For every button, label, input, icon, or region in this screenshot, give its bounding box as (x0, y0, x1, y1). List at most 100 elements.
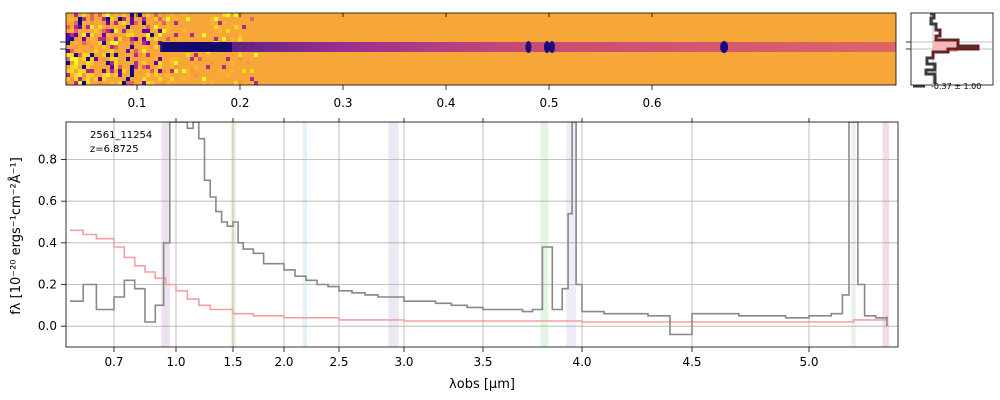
heatmap-noise-cell (86, 73, 90, 77)
heatmap-noise-cell (190, 33, 194, 37)
heatmap-noise-cell (214, 25, 218, 29)
heatmap-noise-cell (78, 53, 82, 57)
x-tick-label: 3.0 (394, 355, 413, 369)
heatmap-noise-cell (254, 53, 258, 57)
heatmap-noise-cell (82, 17, 86, 21)
heatmap-noise-cell (222, 37, 226, 41)
heatmap-noise-cell (238, 25, 242, 29)
shaded-band (388, 122, 399, 347)
heatmap-noise-cell (126, 33, 130, 37)
heatmap-noise-cell (254, 81, 258, 85)
heatmap-noise-cell (122, 81, 126, 85)
heatmap-noise-cell (126, 37, 130, 41)
heatmap-noise-cell (186, 53, 190, 57)
heatmap-noise-cell (94, 45, 98, 49)
shaded-band (851, 122, 856, 347)
heatmap-noise-cell (82, 53, 86, 57)
heatmap-noise-cell (70, 77, 74, 81)
heatmap-noise-cell (86, 25, 90, 29)
heatmap-noise-cell (146, 33, 150, 37)
heatmap-noise-cell (70, 53, 74, 57)
heatmap-xtick-label: 0.6 (642, 96, 661, 110)
heatmap-noise-cell (74, 33, 78, 37)
heatmap-noise-cell (118, 37, 122, 41)
heatmap-noise-cell (250, 17, 254, 21)
heatmap-noise-cell (130, 17, 134, 21)
heatmap-noise-cell (98, 25, 102, 29)
heatmap-noise-cell (70, 33, 74, 37)
heatmap-noise-cell (142, 61, 146, 65)
trace-emission-spot (525, 41, 532, 53)
heatmap-noise-cell (90, 57, 94, 61)
heatmap-noise-cell (130, 41, 134, 45)
heatmap-noise-cell (126, 77, 130, 81)
heatmap-noise-cell (86, 69, 90, 73)
heatmap-noise-cell (98, 81, 102, 85)
heatmap-noise-cell (154, 13, 158, 17)
heatmap-noise-cell (94, 57, 98, 61)
heatmap-noise-cell (182, 77, 186, 81)
heatmap-noise-cell (86, 81, 90, 85)
heatmap-noise-cell (82, 13, 86, 17)
heatmap-noise-cell (170, 61, 174, 65)
heatmap-noise-cell (158, 69, 162, 73)
heatmap-noise-cell (194, 57, 198, 61)
heatmap-noise-cell (150, 45, 154, 49)
heatmap-noise-cell (102, 41, 106, 45)
heatmap-noise-cell (134, 37, 138, 41)
heatmap-noise-cell (154, 45, 158, 49)
y-tick-label: 0.6 (38, 194, 57, 208)
grid (66, 122, 898, 347)
heatmap-noise-cell (86, 65, 90, 69)
y-tick-label: 0.0 (38, 319, 57, 333)
heatmap-noise-cell (134, 49, 138, 53)
heatmap-noise-cell (66, 69, 70, 73)
heatmap-noise-cell (146, 13, 150, 17)
heatmap-noise-cell (130, 73, 134, 77)
heatmap-noise-cell (182, 13, 186, 17)
heatmap-noise-cell (90, 37, 94, 41)
heatmap-noise-cell (194, 73, 198, 77)
heatmap-noise-cell (246, 61, 250, 65)
heatmap-noise-cell (74, 45, 78, 49)
heatmap-noise-cell (114, 57, 118, 61)
trace-bright-start (162, 42, 232, 52)
heatmap-noise-cell (114, 25, 118, 29)
heatmap-noise-cell (66, 57, 70, 61)
y-tick-label: 0.4 (38, 236, 57, 250)
heatmap-noise-cell (70, 69, 74, 73)
heatmap-noise-cell (126, 57, 130, 61)
heatmap-noise-cell (170, 13, 174, 17)
heatmap-noise-cell (138, 65, 142, 69)
heatmap-noise-cell (130, 13, 134, 17)
heatmap-noise-cell (74, 77, 78, 81)
shaded-band (540, 122, 549, 347)
shaded-band (882, 122, 890, 347)
heatmap-noise-cell (66, 25, 70, 29)
heatmap-noise-cell (110, 45, 114, 49)
heatmap-noise-cell (106, 37, 110, 41)
heatmap-noise-cell (154, 73, 158, 77)
heatmap-noise-cell (110, 57, 114, 61)
heatmap-noise-cell (66, 53, 70, 57)
heatmap-noise-cell (122, 21, 126, 25)
heatmap-noise-cell (66, 33, 70, 37)
heatmap-noise-cell (142, 81, 146, 85)
heatmap-noise-cell (142, 41, 146, 45)
heatmap-noise-cell (114, 41, 118, 45)
heatmap-noise-cell (162, 29, 166, 33)
heatmap-noise-cell (118, 65, 122, 69)
heatmap-noise-cell (90, 33, 94, 37)
heatmap-noise-cell (170, 69, 174, 73)
heatmap-noise-cell (82, 41, 86, 45)
heatmap-noise-cell (146, 41, 150, 45)
heatmap-noise-cell (106, 29, 110, 33)
y-tick-label: 0.8 (38, 153, 57, 167)
heatmap-noise-cell (194, 53, 198, 57)
heatmap-noise-cell (174, 69, 178, 73)
heatmap-noise-cell (234, 81, 238, 85)
heatmap-noise-cell (158, 61, 162, 65)
heatmap-noise-cell (130, 37, 134, 41)
heatmap-noise-cell (86, 33, 90, 37)
heatmap-noise-cell (82, 57, 86, 61)
